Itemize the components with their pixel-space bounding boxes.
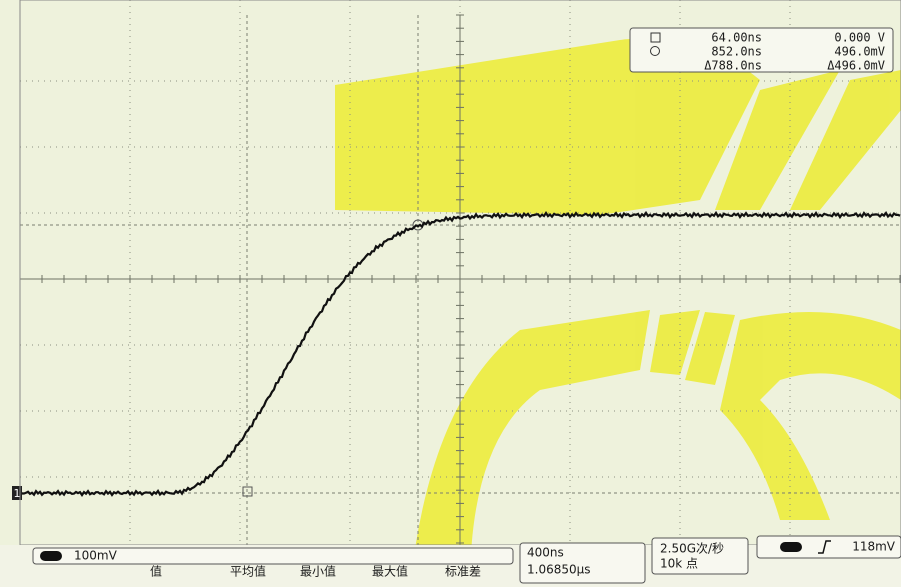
channel-marker: 1 [14,487,21,500]
cursor-y1: 0.000 V [834,31,885,45]
measurement-header: 值 [150,564,162,579]
cursor-dx: Δ788.0ns [704,59,762,73]
scope-screen: 1 64.00ns 852.0ns Δ788.0ns 0.000 V 496.0… [0,0,901,587]
cursor-x1: 64.00ns [711,31,762,45]
measurement-header: 最小值 [300,564,336,579]
trigger-channel-icon [780,542,802,552]
measurement-header: 标准差 [445,565,481,579]
trigger-level: 118mV [852,540,896,554]
cursor-readout: 64.00ns 852.0ns Δ788.0ns 0.000 V 496.0mV… [630,28,893,73]
cursor-x2: 852.0ns [711,45,762,59]
channel-scale: 100mV [74,549,118,563]
sample-rate: 2.50G次/秒 [660,542,724,556]
measurement-header: 最大值 [372,564,408,579]
delay: 1.06850μs [527,563,591,577]
record-length: 10k 点 [660,557,698,571]
cursor-y2: 496.0mV [834,45,885,59]
channel-icon [40,551,62,561]
cursor-dy: Δ496.0mV [827,59,885,73]
timebase: 400ns [527,546,564,560]
measurement-header: 平均值 [230,564,266,579]
